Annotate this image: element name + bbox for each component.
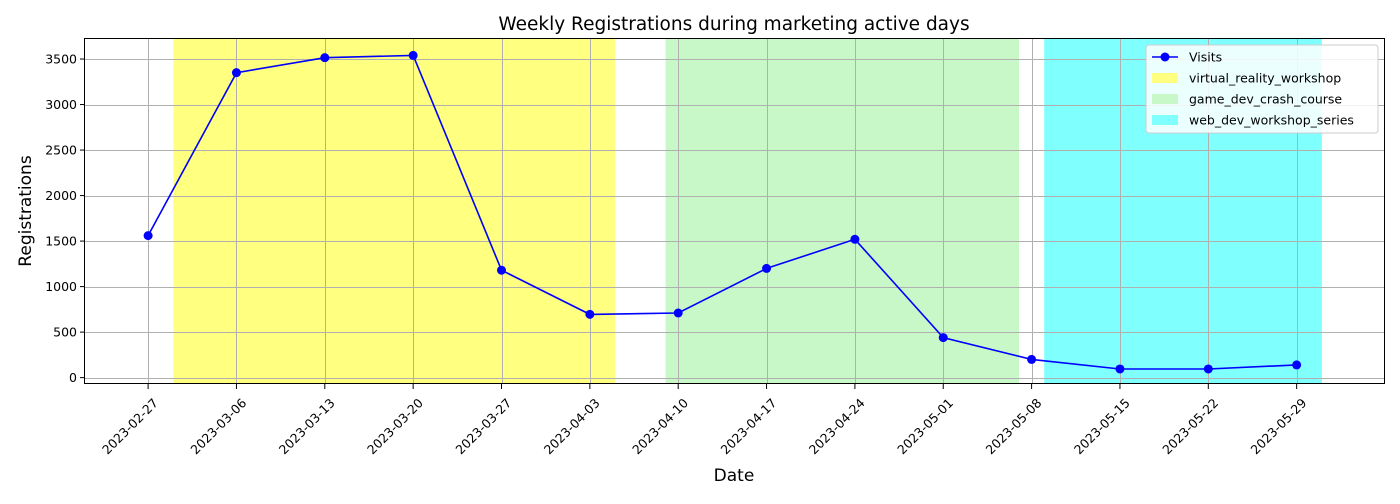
x-tick-label: 2023-04-03 [541,395,603,457]
legend-label-game_dev_crash_course: game_dev_crash_course [1189,92,1342,107]
x-tick-label: 2023-04-17 [717,395,779,457]
data-point [938,333,948,343]
x-tick-label: 2023-03-20 [364,395,426,457]
data-point [850,234,860,244]
data-point [1115,364,1125,374]
y-tick-label: 1000 [45,279,77,294]
y-tick-label: 500 [53,325,77,340]
legend-marker-visits [1160,52,1170,62]
y-tick-label: 1500 [45,234,77,249]
legend-entries: Visits virtual_reality_workshop game_dev_c… [1152,50,1354,128]
x-tick-label: 2023-05-22 [1159,395,1221,457]
x-tick-label: 2023-05-01 [894,395,956,457]
series-line-visits [147,54,1297,370]
span-game_dev_crash_course [665,39,1019,384]
legend-label-virtual_reality_workshop: virtual_reality_workshop [1189,71,1341,86]
data-point [1292,360,1302,370]
legend-swatch-game_dev_crash_course [1152,94,1178,104]
x-tick-label: 2023-03-27 [452,395,514,457]
data-point [231,68,241,78]
spans-layer [173,39,1322,384]
data-point [585,309,595,319]
x-tick-label: 2023-05-08 [983,395,1045,457]
span-virtual_reality_workshop [173,39,616,384]
x-tick-label: 2023-02-27 [99,395,161,457]
data-point [673,308,683,318]
legend-label-web_dev_workshop_series: web_dev_workshop_series [1189,113,1354,128]
x-tick-label: 2023-03-13 [276,395,338,457]
series-layer [143,50,1302,374]
y-tick-label: 2000 [45,188,77,203]
data-point [1027,354,1037,364]
x-axis-label: Date [714,466,755,486]
legend-swatch-virtual_reality_workshop [1152,73,1178,83]
x-tick-label: 2023-05-15 [1071,395,1133,457]
x-tick-label: 2023-04-10 [629,395,691,457]
x-tick-label: 2023-04-24 [806,395,868,457]
x-tick-label: 2023-03-06 [187,395,249,457]
y-tick-label: 3000 [45,97,77,112]
data-point [762,263,772,273]
y-tick-label: 0 [69,370,77,385]
x-tick-label: 2023-05-29 [1248,395,1310,457]
grid-layer [85,39,1385,384]
plot-frame [84,38,1385,384]
data-point [143,231,153,241]
legend-box [1145,44,1379,134]
y-axis-label: Registrations [16,155,36,267]
data-point [1203,364,1213,374]
y-tick-label: 3500 [45,52,77,67]
legend-label-visits: Visits [1189,50,1222,65]
y-tick-label: 2500 [45,143,77,158]
legend: Visits virtual_reality_workshop game_dev_c… [1145,44,1379,134]
data-point [320,53,330,63]
legend-swatch-web_dev_workshop_series [1152,115,1178,125]
data-point [497,265,507,275]
data-point [408,50,418,60]
chart-title: Weekly Registrations during marketing ac… [498,14,969,35]
